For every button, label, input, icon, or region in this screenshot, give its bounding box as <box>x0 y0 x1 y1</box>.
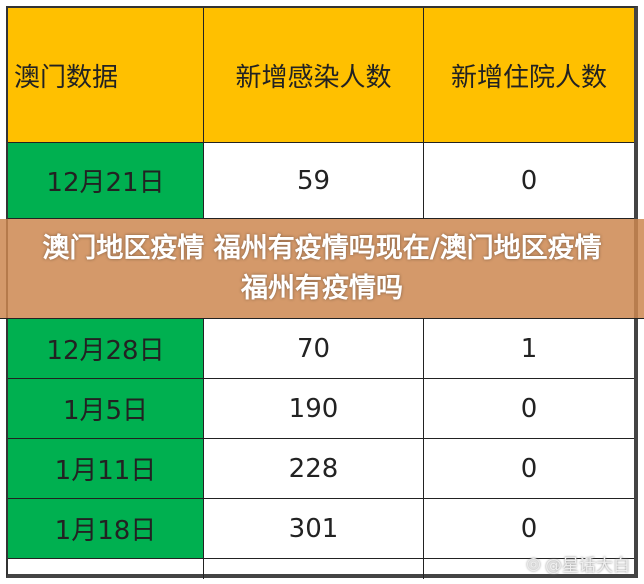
table-cell: 0 <box>520 165 538 196</box>
table-row: 1月11日 228 0 <box>8 439 634 499</box>
table-cell: 0 <box>520 513 538 544</box>
table-cell: 1月5日 <box>8 379 204 438</box>
table-cell: 190 <box>204 379 424 438</box>
watermark-text: @星话大白 <box>545 556 630 576</box>
table-row <box>8 559 634 579</box>
header-cell: 新增感染人数 <box>204 8 424 142</box>
table-row: 1月5日 190 0 <box>8 379 634 439</box>
table-header: 澳门数据 新增感染人数 新增住院人数 <box>8 8 634 143</box>
table-cell: 228 <box>204 439 424 498</box>
table-cell: 1月11日 <box>8 439 204 498</box>
watermark: ◎ @星话大白 <box>526 551 630 577</box>
table-cell: 1 <box>520 333 538 364</box>
table-cell <box>204 559 424 579</box>
overlay-title: 澳门地区疫情 福州有疫情吗现在/澳门地区疫情 福州有疫情吗 <box>42 232 602 304</box>
table-cell: 12月21日 <box>8 143 204 218</box>
table-cell: 70 <box>204 319 424 378</box>
header-cell: 新增住院人数 <box>424 8 634 142</box>
table-cell: 59 <box>204 143 424 218</box>
weibo-icon: ◎ <box>526 553 541 574</box>
header-cell: 澳门数据 <box>8 8 204 142</box>
table-cell: 12月28日 <box>8 319 204 378</box>
table-row: 1月18日 301 0 <box>8 499 634 559</box>
table-cell: 0 <box>520 393 538 424</box>
table-row: 12月21日 59 0 <box>8 143 634 219</box>
table-cell: 1月18日 <box>8 499 204 558</box>
table-cell: 0 <box>520 453 538 484</box>
table-cell <box>8 559 204 579</box>
data-table: 澳门数据 新增感染人数 新增住院人数 12月21日 59 0 澳门地区疫情 福州有疫… <box>0 6 644 579</box>
table-cell: 301 <box>204 499 424 558</box>
title-overlay: 澳门地区疫情 福州有疫情吗现在/澳门地区疫情 福州有疫情吗 <box>0 219 644 319</box>
table-row: 12月28日 70 1 <box>8 319 634 379</box>
